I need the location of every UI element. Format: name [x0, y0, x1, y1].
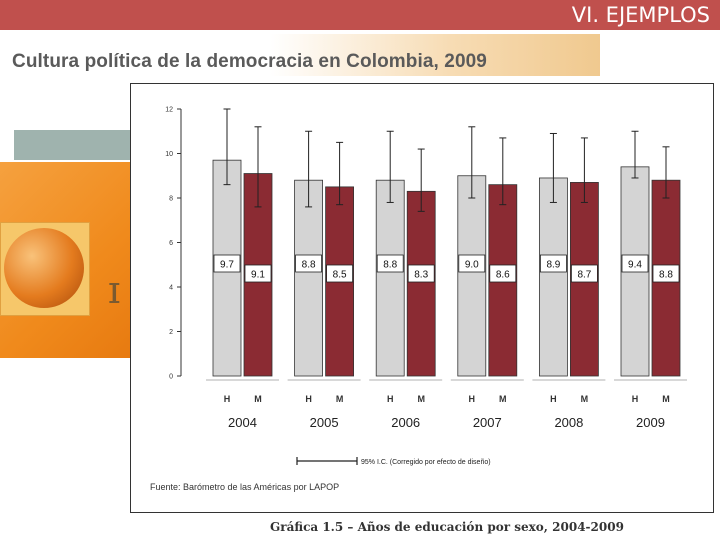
- value-label-box: [539, 254, 567, 273]
- value-label-box: [326, 264, 354, 283]
- x-sublabel: M: [662, 394, 670, 404]
- bar-hombres: [375, 179, 405, 377]
- x-sublabel: M: [499, 394, 507, 404]
- value-label-mujeres: 8.5: [333, 270, 347, 281]
- slide-title: VI. EJEMPLOS: [571, 3, 710, 27]
- figure-caption: Gráfica 1.5 – Años de educación por sexo…: [270, 520, 624, 534]
- value-label-hombres: 9.7: [220, 260, 234, 271]
- x-sublabel: H: [550, 394, 557, 404]
- bar-mujeres: [406, 190, 436, 377]
- bar-chart: 0 2 4 6 8 10 12 9.7 H 9.1 M 2004 8.8 H 8.5 M 2005 8.8 H 8.3…: [165, 107, 687, 466]
- value-label-box: [621, 254, 649, 273]
- value-label-hombres: 8.8: [383, 260, 397, 271]
- decorative-strip: [14, 130, 132, 160]
- value-label-mujeres: 8.3: [414, 270, 428, 281]
- decorative-glyph: ɪ: [108, 268, 121, 312]
- y-tick-label: 12: [165, 107, 173, 114]
- value-label-box: [295, 254, 323, 273]
- value-label-box: [407, 264, 435, 283]
- value-label-box: [213, 254, 241, 273]
- top-banner: [0, 0, 720, 30]
- x-sublabel: M: [336, 394, 344, 404]
- y-tick-label: 4: [169, 285, 173, 292]
- value-label-hombres: 8.9: [546, 260, 560, 271]
- bar-hombres: [294, 179, 324, 377]
- value-label-box: [458, 254, 486, 273]
- value-label-box: [489, 264, 517, 283]
- y-tick-label: 8: [169, 196, 173, 203]
- y-tick-label: 2: [169, 329, 173, 336]
- slide-subtitle: Cultura política de la democracia en Col…: [12, 51, 487, 72]
- value-label-mujeres: 9.1: [251, 270, 265, 281]
- x-sublabel: M: [581, 394, 589, 404]
- x-category-label: 2009: [636, 415, 665, 430]
- value-label-hombres: 9.0: [465, 260, 479, 271]
- value-label-mujeres: 8.6: [496, 270, 510, 281]
- x-category-label: 2007: [473, 415, 502, 430]
- x-sublabel: H: [224, 394, 231, 404]
- x-sublabel: H: [387, 394, 394, 404]
- y-tick-label: 10: [165, 151, 173, 158]
- x-category-label: 2006: [391, 415, 420, 430]
- x-sublabel: H: [469, 394, 476, 404]
- x-sublabel: M: [417, 394, 425, 404]
- value-label-mujeres: 8.7: [577, 270, 591, 281]
- legend-ci-label: 95% I.C. (Corregido por efecto de diseño…: [361, 459, 491, 466]
- chart-frame: 0 2 4 6 8 10 12 9.7 H 9.1 M 2004 8.8 H 8.5 M 2005 8.8 H 8.3…: [130, 83, 714, 513]
- x-category-label: 2008: [554, 415, 583, 430]
- value-label-box: [244, 264, 272, 283]
- subtitle-band: [0, 34, 600, 76]
- x-category-label: 2005: [310, 415, 339, 430]
- bar-hombres: [538, 177, 568, 377]
- x-sublabel: H: [632, 394, 639, 404]
- y-tick-label: 6: [169, 240, 173, 247]
- x-sublabel: M: [254, 394, 262, 404]
- x-sublabel: H: [305, 394, 312, 404]
- y-tick-label: 0: [169, 374, 173, 381]
- value-label-box: [376, 254, 404, 273]
- globe-icon: [4, 228, 84, 308]
- value-label-hombres: 9.4: [628, 260, 642, 271]
- value-label-mujeres: 8.8: [659, 270, 673, 281]
- source-note: Fuente: Barómetro de las Américas por LA…: [150, 482, 340, 492]
- value-label-hombres: 8.8: [302, 260, 316, 271]
- bar-hombres: [457, 175, 487, 377]
- x-category-label: 2004: [228, 415, 257, 430]
- value-label-box: [652, 264, 680, 283]
- value-label-box: [570, 264, 598, 283]
